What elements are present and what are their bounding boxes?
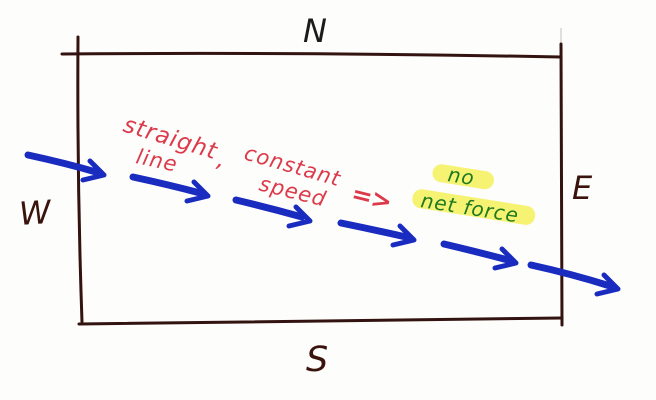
box-top-edge (60, 51, 563, 59)
compass-south-label: S (306, 340, 328, 380)
red-annotation: straight line , constant speed => (120, 112, 394, 217)
compass-labels: N S E W (18, 12, 593, 380)
box-bottom-edge (77, 316, 564, 326)
motion-arrow-5 (440, 240, 519, 271)
boundary-box (60, 35, 564, 327)
highlight-stroke-netforce (412, 189, 536, 225)
box-left-edge (76, 35, 84, 324)
motion-arrows (24, 151, 621, 297)
box-right-edge (559, 42, 564, 327)
arrow-shaft (24, 151, 100, 176)
highlight-stroke-no (432, 164, 494, 190)
motion-arrow-4 (337, 219, 417, 248)
arrow-shaft (232, 196, 306, 221)
highlighter-group (412, 164, 536, 225)
arrow-head (80, 158, 107, 183)
arrow-shaft (129, 173, 204, 197)
arrow-shaft (337, 219, 410, 241)
arrow-shaft (527, 261, 614, 290)
motion-arrow-2 (129, 173, 211, 204)
arrow-head (492, 246, 519, 271)
arrow-shaft (440, 240, 512, 264)
arrow-head (594, 272, 621, 297)
compass-east-label: E (572, 169, 593, 207)
compass-north-label: N (303, 12, 327, 50)
arrow-head (286, 204, 313, 229)
arrow-head (390, 223, 417, 248)
compass-west-label: W (18, 193, 54, 233)
motion-arrow-3 (232, 196, 313, 229)
arrow-head (184, 179, 211, 204)
motion-arrow-1 (24, 151, 107, 183)
red-implies-arrow: => (349, 179, 395, 217)
motion-arrow-6 (527, 261, 621, 297)
green-words-net-force: net force (419, 188, 521, 227)
green-word-no: no (446, 162, 476, 190)
